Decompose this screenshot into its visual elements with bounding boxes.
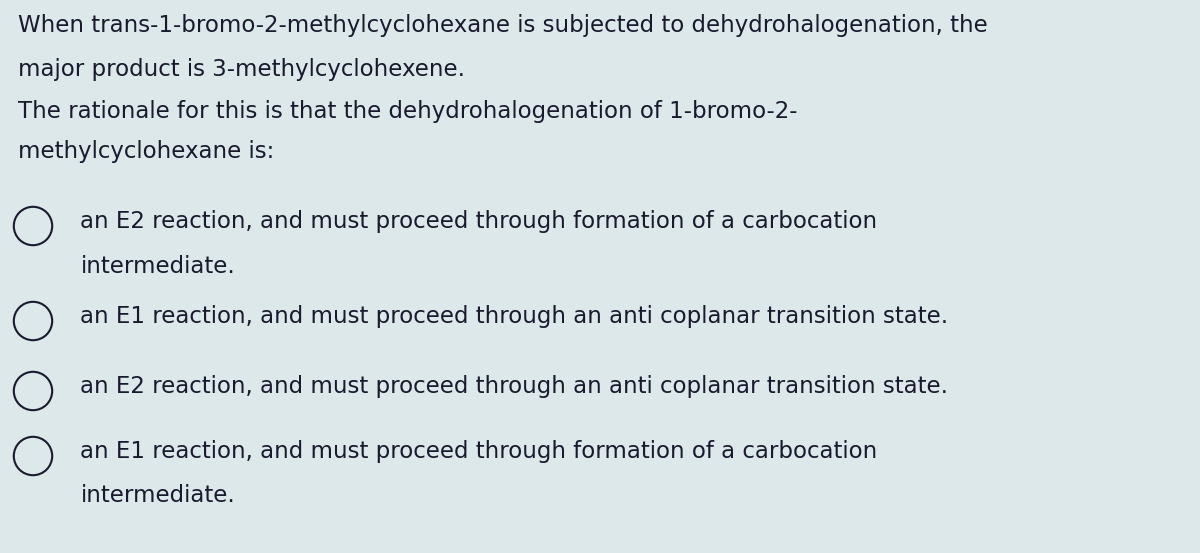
Text: intermediate.: intermediate. bbox=[80, 484, 235, 507]
Text: The rationale for this is that the dehydrohalogenation of 1-bromo-2-: The rationale for this is that the dehyd… bbox=[18, 100, 798, 123]
Text: intermediate.: intermediate. bbox=[80, 255, 235, 278]
Text: an E1 reaction, and must proceed through an anti coplanar transition state.: an E1 reaction, and must proceed through… bbox=[80, 305, 948, 328]
Text: When trans-1-bromo-2-methylcyclohexane is subjected to dehydrohalogenation, the: When trans-1-bromo-2-methylcyclohexane i… bbox=[18, 14, 988, 37]
Text: methylcyclohexane is:: methylcyclohexane is: bbox=[18, 140, 275, 163]
Text: an E2 reaction, and must proceed through formation of a carbocation: an E2 reaction, and must proceed through… bbox=[80, 210, 877, 233]
Text: an E2 reaction, and must proceed through an anti coplanar transition state.: an E2 reaction, and must proceed through… bbox=[80, 375, 948, 398]
Text: major product is 3-methylcyclohexene.: major product is 3-methylcyclohexene. bbox=[18, 58, 466, 81]
Text: an E1 reaction, and must proceed through formation of a carbocation: an E1 reaction, and must proceed through… bbox=[80, 440, 877, 463]
